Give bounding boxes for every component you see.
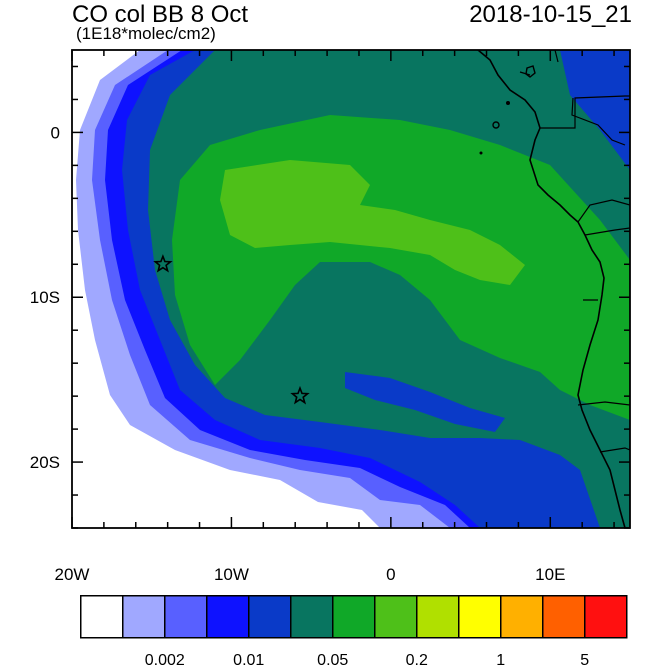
island-bioko (525, 65, 536, 78)
map-plot: 20W 10W 0 10E 0 10S 20S (30, 49, 631, 584)
colorbar-swatch (248, 595, 292, 639)
colorbar-label: 0.05 (317, 652, 348, 667)
colorbar-swatch (122, 595, 166, 639)
units-subtitle: (1E18*molec/cm2) (76, 24, 216, 43)
star-marker-1 (153, 254, 173, 273)
colorbar: 0.002 0.01 0.05 0.2 1 5 (80, 595, 628, 667)
colorbar-swatch (206, 595, 250, 639)
site-markers (153, 254, 310, 405)
axis-tick-labels: 20W 10W 0 10E 0 10S 20S (30, 123, 566, 584)
colorbar-swatch (80, 595, 124, 639)
colorbar-label: 5 (580, 652, 589, 667)
colorbar-labels: 0.002 0.01 0.05 0.2 1 5 (145, 652, 590, 667)
colorbar-label: 0.2 (406, 652, 428, 667)
colorbar-boxes (80, 595, 628, 639)
island-annobon (479, 151, 483, 155)
colorbar-label: 1 (496, 652, 505, 667)
colorbar-swatch (164, 595, 208, 639)
map-title: CO col BB 8 Oct (72, 1, 249, 28)
x-tick-label: 10W (214, 565, 249, 584)
colorbar-swatch (542, 595, 586, 639)
co-column-field (72, 50, 630, 528)
y-tick-label: 20S (30, 453, 60, 472)
colorbar-label: 0.002 (145, 652, 185, 667)
colorbar-swatch (416, 595, 460, 639)
star-marker-2 (290, 385, 310, 405)
border-lines (519, 50, 630, 453)
coastline-africa (477, 50, 626, 528)
contour-light-green (220, 160, 525, 285)
axis-ticks (71, 50, 630, 529)
colorbar-swatch (332, 595, 376, 639)
timestamp-label: 2018-10-15_21 (469, 1, 632, 28)
contour-dark-blue-inner (345, 372, 505, 432)
y-tick-label: 0 (51, 123, 60, 142)
x-tick-label: 10E (535, 565, 565, 584)
island-sao-tome (492, 121, 500, 129)
plot-frame (71, 49, 631, 529)
colorbar-swatch (584, 595, 628, 639)
colorbar-swatch (374, 595, 418, 639)
colorbar-swatch (500, 595, 544, 639)
colorbar-swatch (290, 595, 334, 639)
y-tick-label: 10S (30, 288, 60, 307)
x-tick-label: 0 (386, 565, 395, 584)
colorbar-label: 0.01 (233, 652, 264, 667)
x-tick-label: 20W (55, 565, 90, 584)
colorbar-swatch (458, 595, 502, 639)
island-principe (506, 101, 510, 105)
